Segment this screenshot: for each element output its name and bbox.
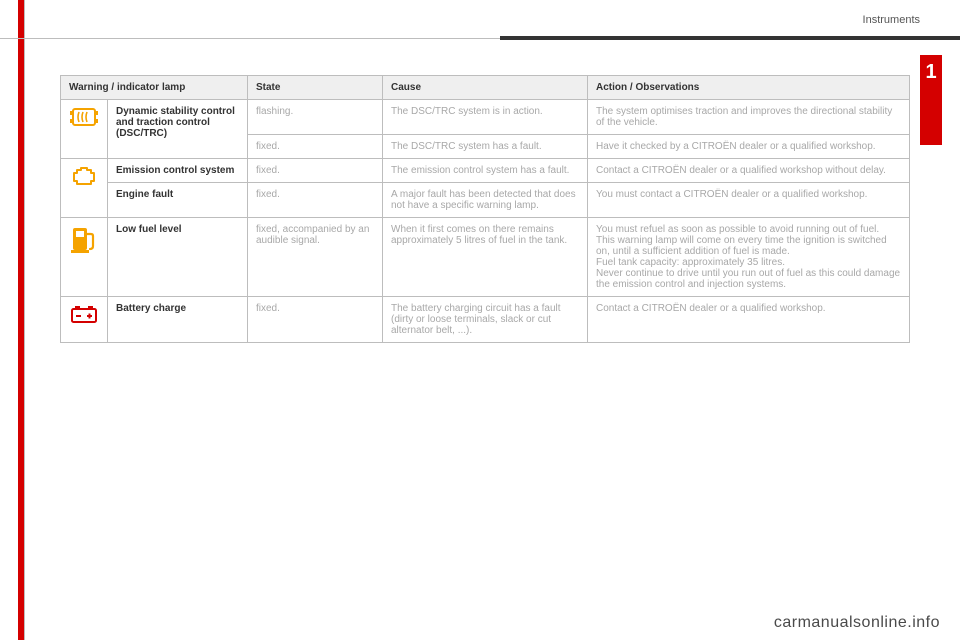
lamp-name: Engine fault [108, 183, 248, 218]
table-header-row: Warning / indicator lamp State Cause Act… [61, 76, 910, 100]
lamp-cause: A major fault has been detected that doe… [383, 183, 588, 218]
col-header-cause: Cause [383, 76, 588, 100]
lamp-state: fixed. [248, 159, 383, 183]
table-row: Battery charge fixed. The battery chargi… [61, 297, 910, 343]
content-area: Warning / indicator lamp State Cause Act… [60, 75, 910, 343]
lamp-cause: The DSC/TRC system is in action. [383, 100, 588, 135]
lamp-name: Low fuel level [108, 218, 248, 297]
lamp-action: You must refuel as soon as possible to a… [588, 218, 910, 297]
battery-icon [69, 303, 99, 328]
icon-cell [61, 159, 108, 218]
watermark: carmanualsonline.info [774, 614, 940, 632]
col-header-action: Action / Observations [588, 76, 910, 100]
warning-lamp-table: Warning / indicator lamp State Cause Act… [60, 75, 910, 343]
lamp-name: Battery charge [108, 297, 248, 343]
table-row: Dynamic stability control and traction c… [61, 100, 910, 135]
col-header-state: State [248, 76, 383, 100]
lamp-action: The system optimises traction and improv… [588, 100, 910, 135]
lamp-state: fixed, accompanied by an audible signal. [248, 218, 383, 297]
section-label: Instruments [863, 14, 920, 26]
table-row: Engine fault fixed. A major fault has be… [61, 183, 910, 218]
lamp-cause: The DSC/TRC system has a fault. [383, 135, 588, 159]
icon-cell [61, 218, 108, 297]
page-frame-left-inner [24, 0, 25, 640]
lamp-name: Dynamic stability control and traction c… [108, 100, 248, 159]
page-frame-top-bar [500, 36, 960, 40]
chapter-tab: 1 [920, 55, 942, 145]
lamp-cause: The emission control system has a fault. [383, 159, 588, 183]
engine-icon [69, 165, 99, 190]
chapter-number: 1 [925, 61, 936, 84]
table-row: Low fuel level fixed, accompanied by an … [61, 218, 910, 297]
lamp-action: You must contact a CITROËN dealer or a q… [588, 183, 910, 218]
icon-cell [61, 297, 108, 343]
lamp-cause: The battery charging circuit has a fault… [383, 297, 588, 343]
table-row: Emission control system fixed. The emiss… [61, 159, 910, 183]
lamp-action: Contact a CITROËN dealer or a qualified … [588, 159, 910, 183]
lamp-state: flashing. [248, 100, 383, 135]
lamp-state: fixed. [248, 297, 383, 343]
lamp-state: fixed. [248, 135, 383, 159]
lamp-action: Contact a CITROËN dealer or a qualified … [588, 297, 910, 343]
lamp-action: Have it checked by a CITROËN dealer or a… [588, 135, 910, 159]
fuel-icon [69, 224, 97, 257]
lamp-cause: When it first comes on there remains app… [383, 218, 588, 297]
dsc-icon [69, 106, 99, 135]
lamp-state: fixed. [248, 183, 383, 218]
icon-cell [61, 100, 108, 159]
col-header-lamp: Warning / indicator lamp [61, 76, 248, 100]
page-frame-top-line [0, 38, 500, 39]
lamp-name: Emission control system [108, 159, 248, 183]
